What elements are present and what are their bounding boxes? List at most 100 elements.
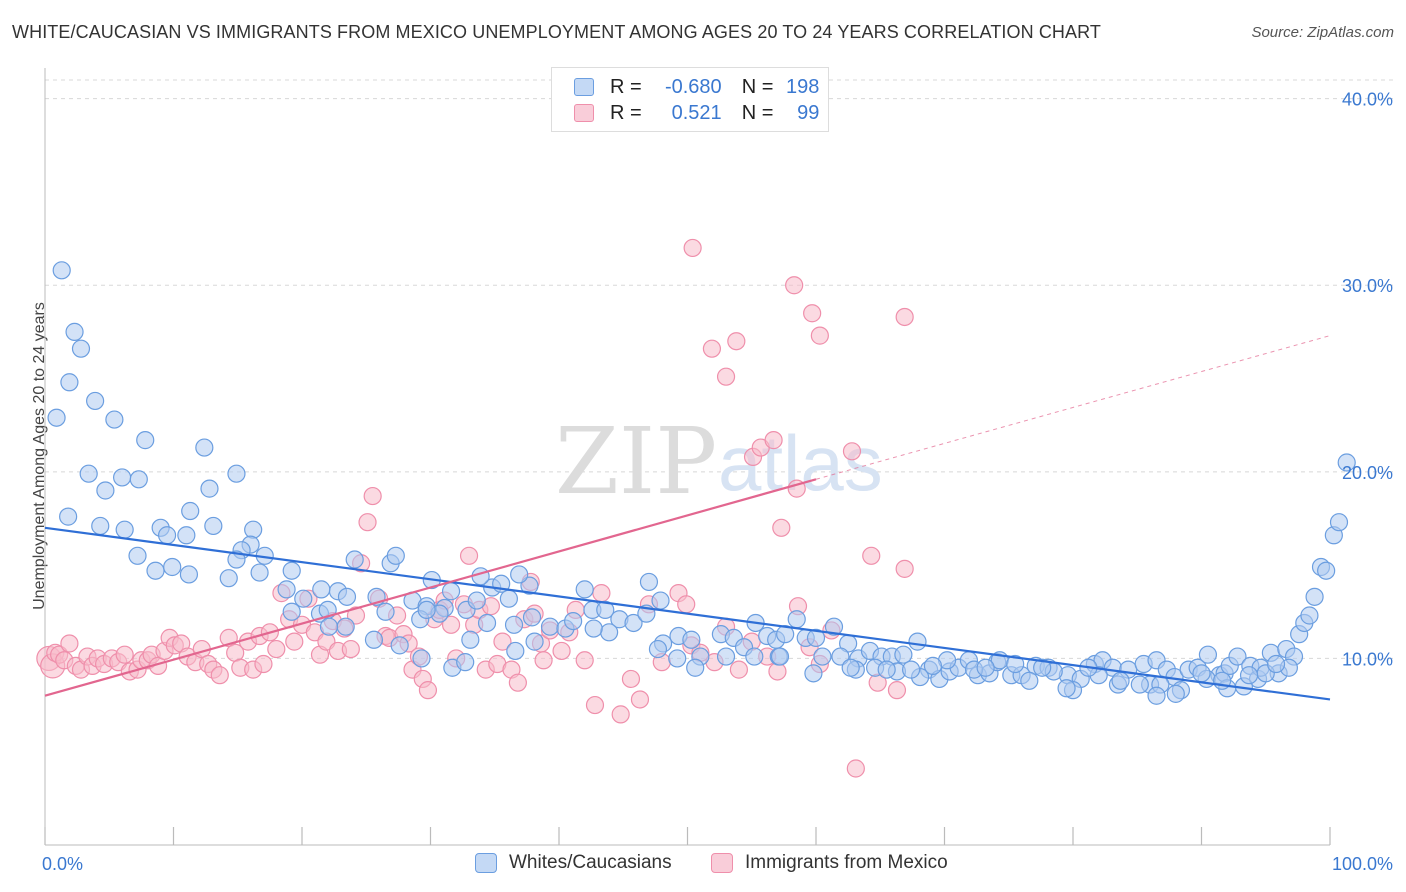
data-point-whites (282, 561, 301, 580)
data-point-mexico (803, 304, 822, 323)
data-point-mexico (862, 546, 881, 565)
data-point-mexico (716, 367, 736, 386)
data-point-whites (312, 580, 331, 599)
data-point-whites (376, 602, 395, 621)
watermark-zip: ZIP (555, 408, 717, 515)
data-point-mexico (764, 431, 783, 450)
data-point-whites (525, 632, 544, 651)
data-point-whites (506, 641, 525, 661)
data-point-whites (204, 516, 223, 536)
data-point-whites (1239, 666, 1259, 685)
y-tick-label: 30.0% (1342, 276, 1393, 296)
data-point-whites (600, 623, 619, 642)
data-point-whites (1033, 658, 1052, 677)
gridlines (45, 79, 1395, 659)
data-point-whites (1198, 645, 1218, 664)
data-point-whites (745, 647, 764, 666)
data-point-whites (471, 567, 490, 586)
data-point-whites (294, 589, 313, 608)
data-point-whites (461, 630, 480, 649)
data-point-whites (787, 610, 806, 629)
data-point-whites (1006, 654, 1025, 674)
data-point-whites (648, 639, 668, 659)
data-point-mexico (846, 759, 865, 778)
legend-swatch-whites (475, 853, 497, 873)
data-point-mexico (887, 681, 907, 700)
data-point-whites (770, 647, 790, 666)
data-point-whites (1020, 671, 1039, 690)
data-point-whites (1130, 675, 1149, 694)
data-point-whites (520, 576, 539, 595)
data-point-mexico (621, 669, 641, 689)
data-point-mexico (785, 276, 804, 295)
data-point-whites (386, 546, 405, 565)
data-point-whites (105, 410, 124, 429)
data-point-whites (467, 591, 486, 610)
y-tick-label: 40.0% (1342, 90, 1393, 110)
data-point-whites (1305, 587, 1324, 606)
data-point-whites (540, 617, 560, 636)
data-point-whites (244, 520, 263, 539)
data-point-whites (976, 658, 995, 677)
data-point-whites (499, 589, 518, 608)
data-point-mexico (418, 681, 438, 700)
data-point-mexico (115, 645, 134, 664)
r-label: R = (610, 75, 642, 98)
chart-title: WHITE/CAUCASIAN VS IMMIGRANTS FROM MEXIC… (12, 22, 1101, 42)
data-point-whites (129, 470, 148, 489)
data-point-mexico (285, 632, 304, 651)
data-point-whites (319, 617, 339, 636)
data-point-whites (47, 408, 66, 427)
n-value-whites: 198 (786, 75, 820, 98)
data-point-mexico (611, 705, 630, 724)
data-point-whites (79, 464, 98, 483)
data-point-whites (219, 569, 238, 588)
data-point-whites (59, 507, 78, 526)
data-point-whites (345, 550, 364, 569)
data-point-whites (686, 658, 705, 677)
stats-legend-box: R = -0.680 N = 198 R = 0.521 N = 99 (551, 67, 829, 132)
axes (44, 68, 1331, 846)
data-point-whites (364, 630, 384, 649)
data-point-whites (901, 660, 921, 679)
data-point-whites (417, 600, 436, 620)
n-value-mexico: 99 (797, 101, 820, 124)
data-point-whites (1317, 561, 1336, 580)
data-point-whites (277, 580, 296, 599)
series-immigrants-from-mexico (36, 238, 914, 778)
legend-item-whites[interactable]: Whites/Caucasians (475, 852, 672, 874)
data-point-mexico (592, 584, 611, 603)
data-point-whites (522, 608, 542, 627)
data-point-whites (1228, 647, 1247, 666)
stats-row-mexico: R = 0.521 N = 99 (574, 101, 819, 125)
data-point-whites (227, 550, 246, 569)
n-label: N = (741, 101, 774, 124)
data-point-whites (115, 520, 134, 539)
data-point-mexico (727, 332, 746, 351)
data-point-whites (337, 587, 357, 606)
data-point-whites (824, 617, 844, 636)
data-point-mexico (630, 690, 650, 709)
whites-swatch (574, 78, 594, 96)
data-point-whites (96, 481, 115, 500)
data-point-whites (477, 613, 497, 633)
data-point-mexico (441, 615, 461, 634)
data-point-mexico (552, 641, 571, 661)
data-point-whites (806, 628, 826, 647)
data-point-whites (651, 591, 670, 610)
y-tick-labels: 10.0% 20.0% 30.0% 40.0% (1342, 90, 1393, 670)
data-point-whites (456, 653, 475, 672)
data-point-mexico (585, 695, 605, 715)
legend-label-whites: Whites/Caucasians (509, 852, 672, 873)
bottom-legend: Whites/Caucasians Immigrants from Mexico (0, 852, 1406, 876)
data-point-whites (181, 501, 200, 521)
data-point-whites (1266, 654, 1286, 674)
legend-item-mexico[interactable]: Immigrants from Mexico (711, 852, 948, 874)
data-point-mexico (210, 666, 229, 685)
data-point-mexico (459, 546, 479, 565)
data-point-whites (894, 645, 913, 664)
data-point-whites (177, 526, 196, 545)
data-point-whites (831, 647, 850, 666)
data-point-whites (195, 438, 214, 457)
